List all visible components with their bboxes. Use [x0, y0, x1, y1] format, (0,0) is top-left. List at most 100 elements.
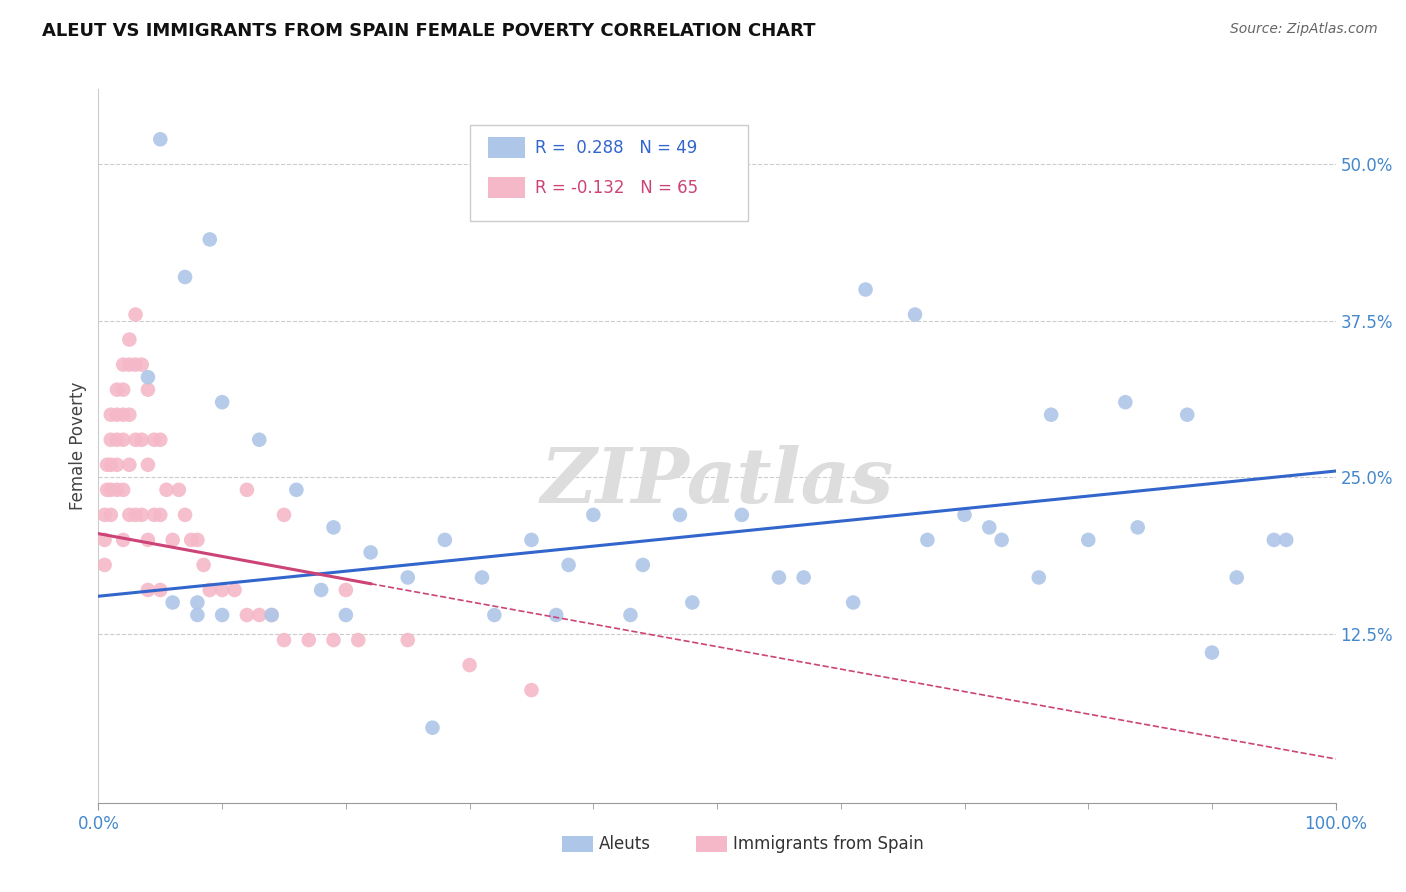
Point: [211, 607, 233, 622]
Point: [186, 595, 208, 609]
Point: [136, 582, 159, 597]
Point: [100, 408, 122, 422]
Point: [953, 508, 976, 522]
Point: [855, 283, 877, 297]
Point: [149, 433, 172, 447]
Point: [131, 433, 153, 447]
Point: [93, 533, 115, 547]
Point: [100, 483, 122, 497]
Point: [118, 358, 141, 372]
Point: [422, 721, 444, 735]
Point: [136, 533, 159, 547]
Point: [260, 607, 283, 622]
Point: [112, 358, 135, 372]
Point: [118, 333, 141, 347]
Point: [105, 383, 128, 397]
Point: [100, 458, 122, 472]
Point: [335, 582, 357, 597]
Point: [131, 358, 153, 372]
Point: [224, 582, 246, 597]
Point: [105, 433, 128, 447]
Text: Source: ZipAtlas.com: Source: ZipAtlas.com: [1230, 22, 1378, 37]
Point: [143, 433, 166, 447]
Point: [471, 570, 494, 584]
Point: [105, 408, 128, 422]
Point: [979, 520, 1001, 534]
Point: [112, 383, 135, 397]
Point: [1077, 533, 1099, 547]
Point: [162, 533, 184, 547]
Point: [105, 458, 128, 472]
Point: [520, 683, 543, 698]
Point: [681, 595, 703, 609]
Point: [631, 558, 654, 572]
Point: [247, 607, 270, 622]
Point: [236, 607, 259, 622]
Point: [1028, 570, 1050, 584]
Point: [793, 570, 815, 584]
Point: [100, 508, 122, 522]
Point: [619, 607, 641, 622]
Text: Immigrants from Spain: Immigrants from Spain: [733, 835, 924, 853]
Point: [149, 508, 172, 522]
Point: [124, 508, 146, 522]
Point: [990, 533, 1012, 547]
Point: [131, 508, 153, 522]
Y-axis label: Female Poverty: Female Poverty: [69, 382, 87, 510]
Point: [260, 607, 283, 622]
Point: [360, 545, 382, 559]
Point: [136, 370, 159, 384]
Text: Aleuts: Aleuts: [599, 835, 651, 853]
FancyBboxPatch shape: [470, 125, 748, 221]
Point: [124, 358, 146, 372]
Point: [1175, 408, 1198, 422]
Point: [582, 508, 605, 522]
Point: [335, 607, 357, 622]
Point: [118, 458, 141, 472]
Point: [557, 558, 579, 572]
Point: [669, 508, 692, 522]
Point: [124, 433, 146, 447]
Point: [396, 633, 419, 648]
Point: [322, 520, 344, 534]
Point: [1114, 395, 1136, 409]
Point: [149, 132, 172, 146]
Point: [904, 308, 927, 322]
Point: [433, 533, 456, 547]
Point: [112, 483, 135, 497]
Text: ALEUT VS IMMIGRANTS FROM SPAIN FEMALE POVERTY CORRELATION CHART: ALEUT VS IMMIGRANTS FROM SPAIN FEMALE PO…: [42, 22, 815, 40]
Point: [1263, 533, 1285, 547]
Point: [1226, 570, 1249, 584]
Point: [180, 533, 202, 547]
Point: [211, 582, 233, 597]
Point: [100, 433, 122, 447]
Point: [273, 633, 295, 648]
Point: [285, 483, 308, 497]
Point: [186, 533, 208, 547]
Point: [118, 508, 141, 522]
Point: [396, 570, 419, 584]
Point: [731, 508, 754, 522]
FancyBboxPatch shape: [488, 137, 526, 159]
Text: R =  0.288   N = 49: R = 0.288 N = 49: [536, 139, 697, 157]
Point: [93, 508, 115, 522]
Point: [520, 533, 543, 547]
Point: [1126, 520, 1149, 534]
Point: [193, 558, 215, 572]
Point: [322, 633, 344, 648]
Point: [112, 408, 135, 422]
Point: [174, 508, 197, 522]
Text: R = -0.132   N = 65: R = -0.132 N = 65: [536, 178, 699, 196]
Point: [124, 308, 146, 322]
Text: ZIPatlas: ZIPatlas: [540, 445, 894, 518]
Point: [309, 582, 332, 597]
Point: [546, 607, 568, 622]
Point: [136, 458, 159, 472]
Point: [105, 483, 128, 497]
Point: [484, 607, 506, 622]
Point: [186, 607, 208, 622]
FancyBboxPatch shape: [488, 177, 526, 198]
Point: [162, 595, 184, 609]
Point: [112, 533, 135, 547]
Point: [347, 633, 370, 648]
